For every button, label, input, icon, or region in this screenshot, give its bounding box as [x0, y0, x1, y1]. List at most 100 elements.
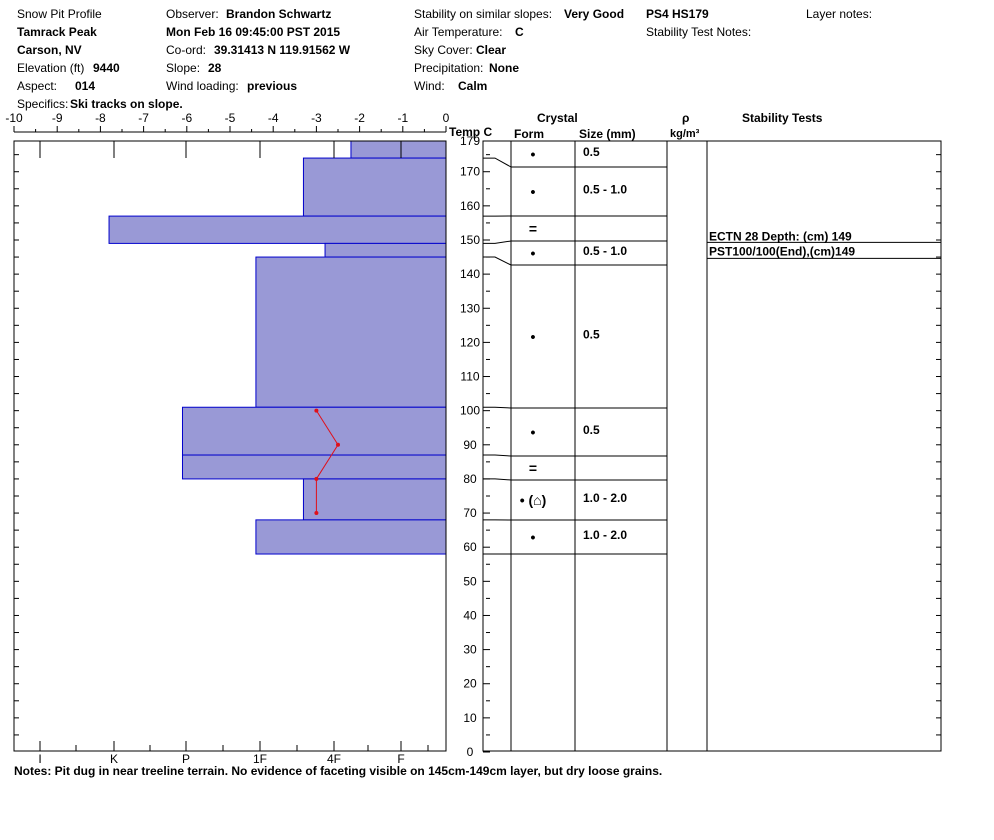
crystal-form: •	[531, 424, 536, 440]
temp-tick-label: -8	[95, 111, 106, 125]
crystal-form: •	[531, 245, 536, 261]
layer-notes-label: Layer notes:	[806, 7, 873, 21]
stability-label: Stability on similar slopes:	[414, 7, 553, 21]
height-tick-label: 30	[463, 643, 477, 657]
crystal-form: •	[531, 184, 536, 200]
height-tick-label: 160	[460, 199, 480, 213]
notes: Notes: Pit dug in near treeline terrain.…	[14, 764, 663, 778]
sky-label: Sky Cover:	[414, 43, 473, 57]
height-tick-label: 40	[463, 608, 477, 622]
height-tick-label: 100	[460, 404, 480, 418]
sky-value: Clear	[476, 43, 507, 57]
layer-connector	[483, 406, 512, 409]
stability-test-text: ECTN 28 Depth: (cm) 149	[709, 229, 852, 243]
layer-connector	[483, 256, 512, 266]
layer-connector	[483, 454, 512, 457]
hardness-tick-label: K	[110, 752, 118, 766]
elevation-label: Elevation (ft)	[17, 61, 85, 75]
hardness-tick-label: I	[38, 752, 41, 766]
stability-value: Very Good	[564, 7, 625, 21]
hardness-tick-label: F	[397, 752, 404, 766]
height-tick-label: 0	[467, 745, 474, 759]
height-tick-label: 120	[460, 335, 480, 349]
hardness-tick-label: 1F	[253, 752, 267, 766]
hardness-bar-8	[255, 519, 447, 555]
height-tick-label: 130	[460, 301, 480, 315]
temperature-point	[336, 442, 340, 447]
air-temp-label: Air Temperature:	[414, 25, 503, 39]
hardness-bar-6	[181, 454, 447, 480]
wind-label: Wind:	[414, 79, 445, 93]
height-tick-label: 90	[463, 438, 477, 452]
specifics-label: Specifics:	[17, 97, 69, 111]
hardness-bar-5	[181, 406, 447, 456]
slope-label: Slope:	[166, 61, 201, 75]
crystal-size: 0.5	[583, 423, 600, 437]
ps-value: PS4 HS179	[646, 7, 709, 21]
crystal-form: =	[529, 460, 537, 476]
temp-tick-label: -7	[138, 111, 149, 125]
hardness-tick-label: 4F	[327, 752, 341, 766]
temperature-line	[315, 410, 339, 514]
wind-loading-label: Wind loading:	[166, 79, 239, 93]
hardness-bar-3	[324, 242, 447, 258]
height-tick-label: 140	[460, 267, 480, 281]
height-tick-label: 20	[463, 677, 477, 691]
layer-connector	[483, 157, 512, 168]
temp-tick-label: -1	[397, 111, 408, 125]
crystal-form: •	[531, 529, 536, 545]
crystal-form: •	[531, 329, 536, 345]
crystal-size: 0.5	[583, 145, 600, 159]
air-temp-value: C	[515, 25, 524, 39]
observer-value: Brandon Schwartz	[226, 7, 332, 21]
hardness-bar-4	[255, 256, 447, 408]
height-tick-label: 80	[463, 472, 477, 486]
hardness-bar-2	[108, 215, 447, 244]
crystal-size: 1.0 - 2.0	[583, 491, 627, 505]
coord-value: 39.31413 N 119.91562 W	[214, 43, 351, 57]
observer-label: Observer:	[166, 7, 219, 21]
temp-tick-label: -3	[311, 111, 322, 125]
coord-label: Co-ord:	[166, 43, 207, 57]
crystal-size: 0.5 - 1.0	[583, 183, 627, 197]
location: Tamrack Peak	[17, 25, 97, 39]
crystal-size: 0.5	[583, 328, 600, 342]
temperature-point	[314, 408, 319, 413]
crystal-column-header: Crystal	[537, 111, 578, 125]
hardness-frame	[13, 140, 447, 752]
height-tick-label: 170	[460, 165, 480, 179]
crystal-table-frame	[482, 140, 942, 752]
layer-connector	[483, 240, 512, 244]
crystal-form: •	[531, 146, 536, 162]
temp-tick-label: -10	[5, 111, 23, 125]
crystal-form: =	[529, 221, 537, 237]
height-tick-label: 60	[463, 540, 477, 554]
datetime: Mon Feb 16 09:45:00 PST 2015	[166, 25, 341, 39]
region: Carson, NV	[17, 43, 82, 57]
rho-column-header: ρ	[682, 111, 690, 125]
pit-title: Snow Pit Profile	[17, 7, 102, 21]
temperature-profile	[314, 408, 340, 516]
temperature-point	[314, 511, 319, 516]
hardness-bar-7	[302, 478, 447, 521]
temp-tick-label: -6	[181, 111, 192, 125]
stability-notes-label: Stability Test Notes:	[646, 25, 752, 39]
hardness-bar-1	[302, 157, 447, 217]
specifics-value: Ski tracks on slope.	[70, 97, 183, 111]
wind-loading-value: previous	[247, 79, 298, 93]
height-tick-label: 110	[460, 370, 479, 384]
crystal-columns: • 0.5 • 0.5 - 1.0 = • 0.5 - 1.0 • 0.5 • 0.5 = • (⌂) 1…	[482, 140, 942, 752]
crystal-form: • (⌂)	[520, 492, 547, 508]
height-tick-label: 10	[463, 711, 477, 725]
temp-column-header: Temp C	[449, 125, 493, 139]
density-unit-header: kg/m³	[670, 128, 700, 140]
temperature-point	[314, 476, 319, 481]
hardness-tick-label: P	[182, 752, 190, 766]
slope-value: 28	[208, 61, 222, 75]
size-column-header: Size (mm)	[579, 127, 636, 141]
hardness-bar-0	[350, 140, 447, 159]
temp-tick-label: -2	[354, 111, 365, 125]
crystal-size: 0.5 - 1.0	[583, 244, 627, 258]
precip-value: None	[489, 61, 519, 75]
temp-tick-label: -4	[268, 111, 279, 125]
